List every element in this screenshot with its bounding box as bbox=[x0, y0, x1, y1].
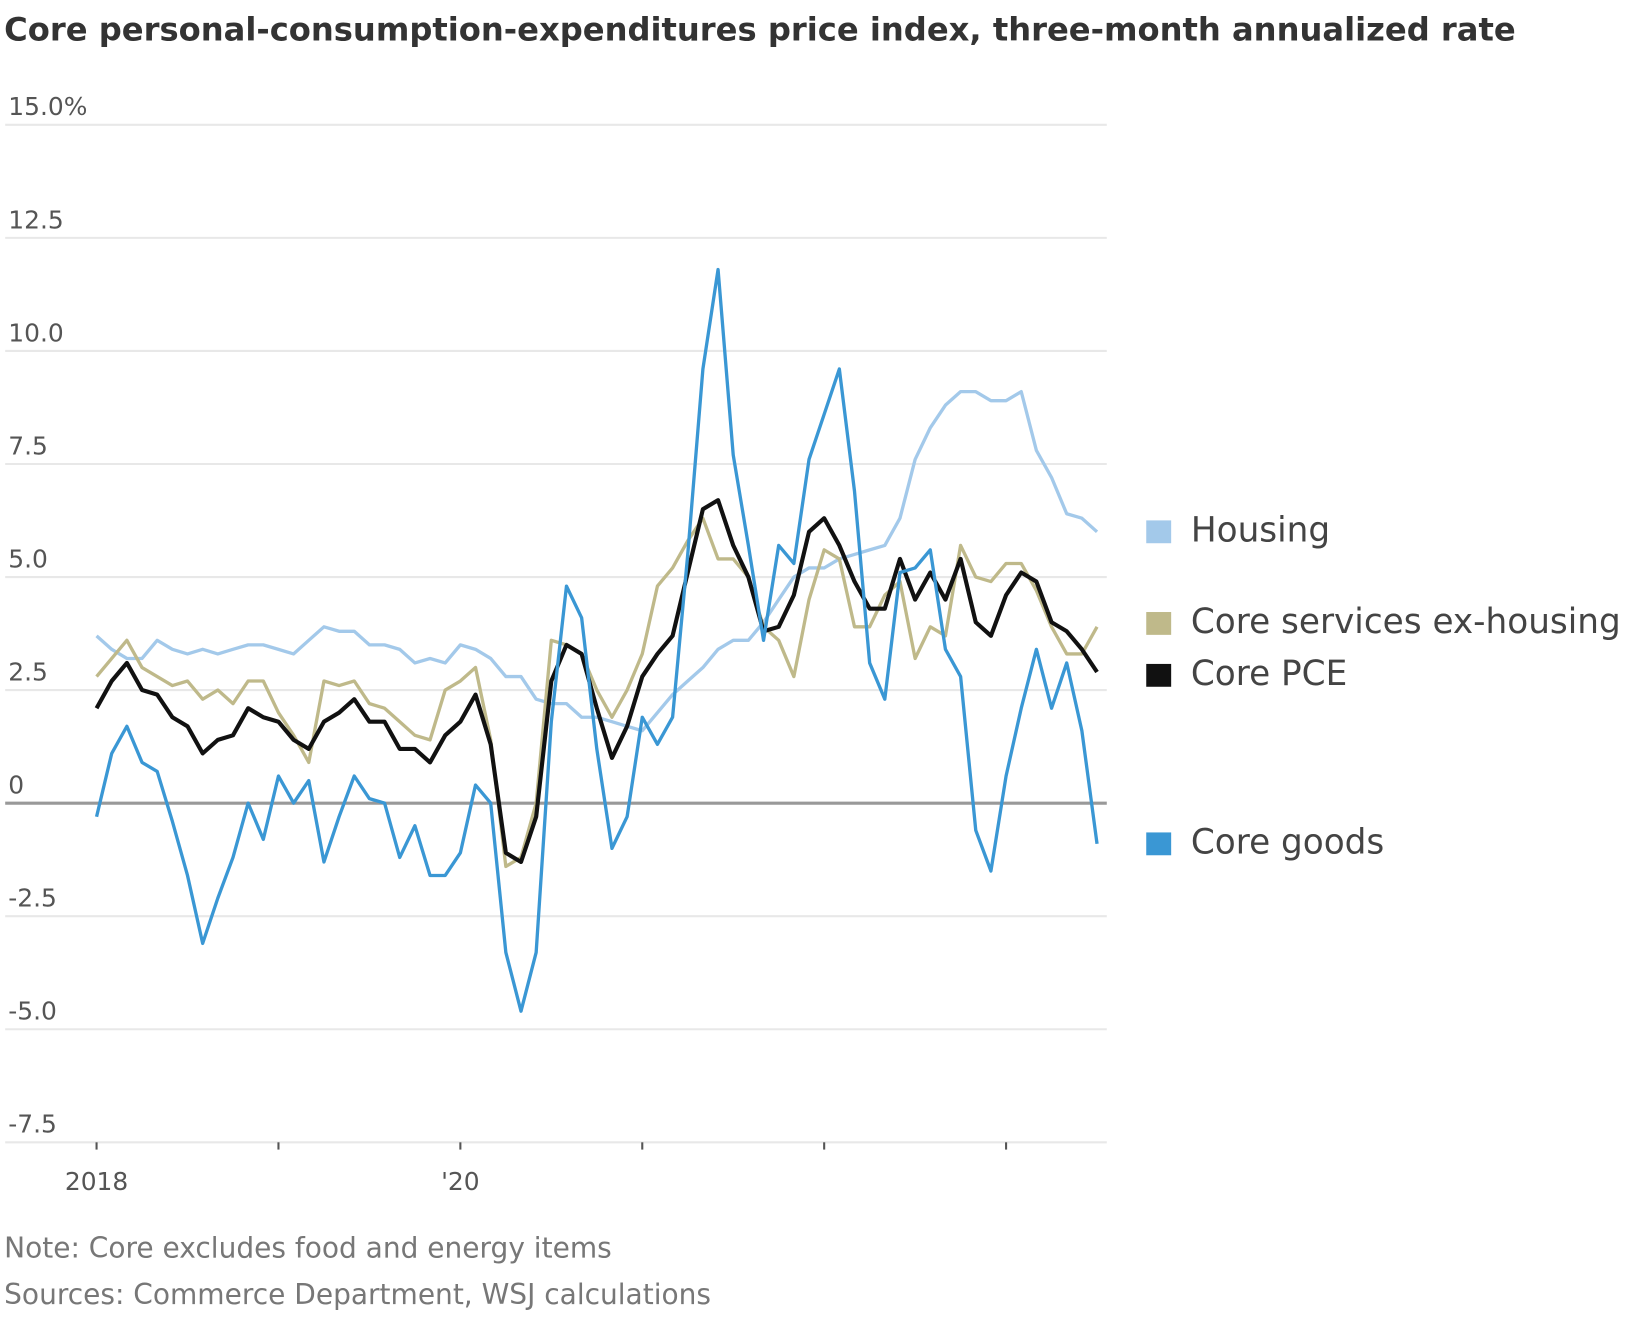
y-tick-label: 7.5 bbox=[8, 431, 48, 460]
y-tick-label: 15.0% bbox=[8, 92, 87, 121]
legend-label: Housing bbox=[1191, 510, 1330, 550]
y-tick-label: 5.0 bbox=[8, 544, 48, 573]
legend-swatch bbox=[1146, 663, 1172, 687]
source: Sources: Commerce Department, WSJ calcul… bbox=[4, 1278, 711, 1311]
y-tick-label: -7.5 bbox=[8, 1110, 57, 1139]
y-tick-label: -2.5 bbox=[8, 884, 57, 913]
y-tick-label: 0 bbox=[8, 771, 24, 800]
series-line bbox=[95, 516, 1099, 869]
y-tick-label: 12.5 bbox=[8, 205, 63, 234]
series-line bbox=[95, 389, 1099, 733]
legend-label: Core services ex-housing bbox=[1191, 602, 1621, 642]
legend-swatch bbox=[1146, 520, 1172, 544]
legend-swatch bbox=[1146, 612, 1172, 635]
legend-label: Core PCE bbox=[1191, 654, 1347, 694]
series-line bbox=[94, 498, 1099, 865]
x-tick-label: 2018 bbox=[65, 1167, 128, 1196]
y-tick-label: 2.5 bbox=[8, 657, 48, 686]
x-tick-label: '20 bbox=[441, 1167, 480, 1196]
note: Note: Core excludes food and energy item… bbox=[4, 1231, 612, 1264]
series-line bbox=[94, 267, 1099, 1013]
legend-swatch bbox=[1146, 832, 1172, 856]
y-tick-label: 10.0 bbox=[8, 318, 63, 347]
chart-title: Core personal-consumption-expenditures p… bbox=[4, 10, 1516, 48]
y-tick-label: -5.0 bbox=[8, 997, 57, 1026]
legend-label: Core goods bbox=[1191, 822, 1384, 862]
